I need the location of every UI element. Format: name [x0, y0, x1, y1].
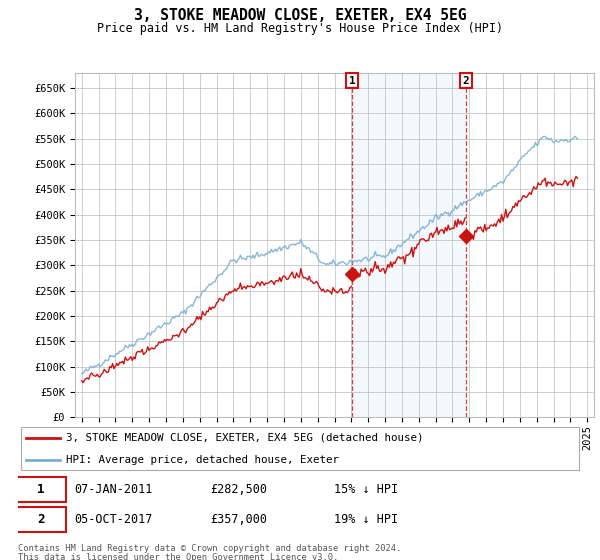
Text: 1: 1 [37, 483, 44, 496]
Text: £282,500: £282,500 [210, 483, 267, 496]
FancyBboxPatch shape [15, 477, 66, 502]
Bar [352, 73, 466, 417]
Text: This data is licensed under the Open Government Licence v3.0.: This data is licensed under the Open Gov… [18, 553, 338, 560]
Text: 2: 2 [463, 76, 469, 86]
Text: 05-OCT-2017: 05-OCT-2017 [74, 513, 153, 526]
Text: 3, STOKE MEADOW CLOSE, EXETER, EX4 5EG (detached house): 3, STOKE MEADOW CLOSE, EXETER, EX4 5EG (… [66, 433, 424, 443]
Text: 15% ↓ HPI: 15% ↓ HPI [334, 483, 398, 496]
Text: Price paid vs. HM Land Registry's House Price Index (HPI): Price paid vs. HM Land Registry's House … [97, 22, 503, 35]
Text: HPI: Average price, detached house, Exeter: HPI: Average price, detached house, Exet… [66, 455, 339, 465]
Text: 1: 1 [349, 76, 355, 86]
FancyBboxPatch shape [21, 427, 579, 470]
Text: Contains HM Land Registry data © Crown copyright and database right 2024.: Contains HM Land Registry data © Crown c… [18, 544, 401, 553]
Text: 07-JAN-2011: 07-JAN-2011 [74, 483, 153, 496]
Text: 2: 2 [37, 513, 44, 526]
Text: 3, STOKE MEADOW CLOSE, EXETER, EX4 5EG: 3, STOKE MEADOW CLOSE, EXETER, EX4 5EG [134, 8, 466, 24]
Text: £357,000: £357,000 [210, 513, 267, 526]
Text: 19% ↓ HPI: 19% ↓ HPI [334, 513, 398, 526]
FancyBboxPatch shape [15, 507, 66, 532]
